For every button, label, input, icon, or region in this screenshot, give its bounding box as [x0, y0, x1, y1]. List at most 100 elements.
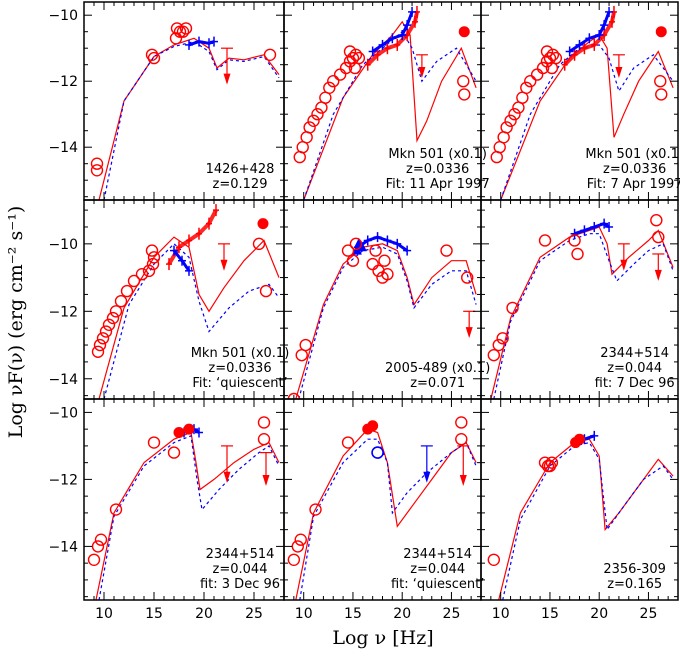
upper-limit-arrow: [423, 471, 431, 483]
data-point-filled: [367, 420, 379, 432]
upper-limit-arrow: [465, 327, 473, 339]
data-point: [90, 164, 104, 177]
data-point-filled: [458, 26, 470, 38]
y-tick-label: −12: [48, 304, 78, 320]
upper-limit-arrow: [620, 259, 628, 271]
panel-plot-area: [490, 5, 674, 200]
upper-limit-arrow: [654, 269, 662, 281]
data-point: [127, 274, 141, 288]
data-point: [343, 45, 357, 58]
y-axis-title: Log νF(ν) (erg cm⁻² s⁻¹): [5, 206, 27, 439]
model-dashed-line: [98, 434, 280, 600]
data-point: [538, 234, 552, 247]
data-point: [291, 540, 304, 553]
model-dashed-line: [298, 246, 477, 399]
panel-plot-area: [87, 416, 280, 600]
data-point: [257, 416, 271, 429]
data-point: [458, 88, 471, 101]
data-point: [346, 254, 360, 267]
data-point-filled: [574, 433, 585, 445]
data-point: [366, 257, 379, 271]
data-point: [106, 311, 120, 325]
model-solid-line: [498, 438, 674, 600]
panel-plot-area: [91, 204, 280, 399]
data-point: [571, 247, 584, 261]
panel-annotation: Fit: 11 Apr 1997: [386, 177, 490, 192]
data-point: [381, 268, 394, 281]
xray-band: [568, 11, 611, 53]
data-point: [540, 45, 554, 58]
panel-plot-area: [287, 416, 477, 600]
y-tick-label: −10: [48, 237, 78, 253]
data-point-filled: [655, 26, 667, 38]
data-point: [545, 456, 559, 469]
data-point: [323, 81, 336, 95]
data-point: [287, 553, 301, 566]
data-point: [545, 61, 559, 75]
x-tick-label: 15: [145, 606, 163, 622]
panel-plot-area: [293, 5, 477, 200]
x-tick-label: 20: [590, 606, 608, 622]
data-point: [506, 301, 519, 315]
panel-annotation: z=0.129: [213, 177, 268, 192]
panel-annotation: Mkn 501 (x0.1): [585, 147, 680, 162]
panel-annotation: 2344+514: [600, 346, 669, 361]
panel-annotation: Fit: ‘quiescent’: [192, 376, 287, 391]
panel-frame: [480, 398, 679, 601]
x-tick-label: 25: [443, 606, 461, 622]
data-point: [339, 61, 353, 75]
data-point: [487, 553, 501, 566]
data-point: [263, 48, 277, 61]
data-point: [114, 294, 128, 308]
data-point: [311, 107, 324, 121]
data-point: [169, 32, 183, 45]
data-point: [457, 74, 470, 88]
panel-annotation: z=0.071: [410, 376, 465, 391]
data-point: [327, 74, 340, 88]
xray-band: [574, 221, 610, 236]
data-point: [145, 244, 159, 257]
y-tick-label: −14: [48, 372, 78, 388]
data-point: [504, 114, 517, 128]
model-solid-line: [490, 226, 674, 399]
panel-plot-area: [287, 232, 477, 399]
data-point: [349, 237, 363, 251]
data-point: [176, 25, 190, 38]
upper-limit-arrow: [223, 73, 231, 85]
panel-annotation: 2005-489 (x0.1): [385, 361, 490, 376]
data-point: [179, 22, 193, 35]
model-dashed-line: [500, 44, 674, 200]
data-point: [94, 533, 108, 546]
data-point: [93, 338, 107, 352]
y-tick-label: −14: [48, 140, 78, 156]
data-point: [299, 338, 312, 352]
y-tick-label: −10: [48, 405, 78, 421]
model-dashed-line: [502, 441, 674, 600]
panel-annotation: z=0.044: [410, 562, 465, 577]
panel-plot-area: [487, 214, 674, 399]
panel-5: 2005-489 (x0.1)z=0.071: [283, 199, 490, 400]
data-point: [287, 392, 301, 399]
model-dashed-line: [299, 438, 477, 600]
upper-limit-arrow: [223, 471, 231, 483]
model-solid-line: [95, 431, 280, 600]
x-tick-label: 10: [95, 606, 113, 622]
x-axis-title: Log ν [Hz]: [332, 627, 433, 649]
xray-band: [188, 40, 215, 47]
data-point: [91, 540, 105, 553]
upper-limit-arrow: [262, 475, 270, 487]
data-point: [173, 25, 187, 38]
data-point-blue: [371, 446, 384, 459]
data-point: [96, 332, 110, 345]
panel-annotation: fit: 3 Dec 96: [200, 577, 280, 592]
data-point: [91, 345, 105, 358]
data-point: [372, 264, 385, 278]
y-tick-label: −10: [48, 8, 78, 24]
panel-annotation: z=0.0336: [208, 361, 271, 376]
data-point: [508, 107, 521, 121]
